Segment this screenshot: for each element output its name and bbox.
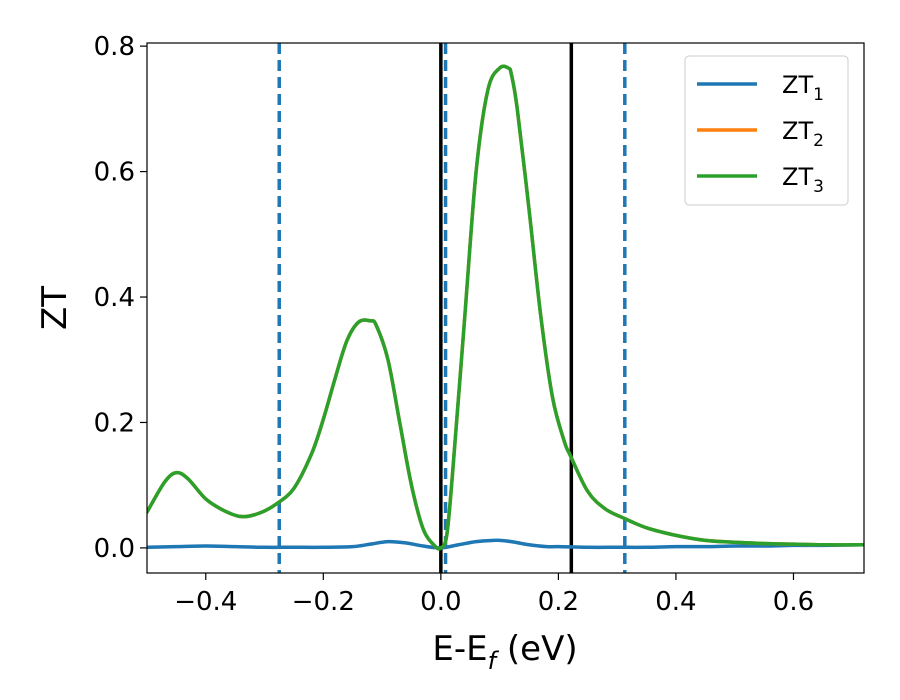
series-line-zt1 — [147, 538, 864, 550]
y-tick-label: 0.0 — [94, 534, 135, 564]
y-tick-label: 0.8 — [94, 32, 135, 62]
reference-lines — [277, 43, 627, 573]
x-axis-title-tail: (eV) — [496, 629, 578, 669]
legend-box — [684, 55, 849, 206]
series-line-zt3 — [147, 64, 864, 551]
x-tick-label: 0.2 — [538, 587, 579, 617]
series-lines — [147, 64, 864, 551]
plot-frame — [146, 42, 865, 574]
legend-label-zt1: ZT1 — [782, 71, 824, 105]
legend-label-sub: 3 — [813, 177, 824, 197]
axis-ticks: −0.4 −0.2 0.0 0.2 0.4 0.6 0.0 0.2 0.4 0.6 0.8 — [94, 32, 815, 617]
x-tick-label: −0.2 — [292, 587, 355, 617]
y-axis-title: ZT — [35, 286, 75, 330]
y-tick-label: 0.4 — [94, 283, 135, 313]
x-tick-label: 0.6 — [773, 587, 814, 617]
x-tick-label: 0.0 — [420, 587, 461, 617]
x-axis-title-main: E-E — [432, 629, 487, 669]
legend-label-zt3: ZT3 — [782, 163, 824, 197]
legend-label-main: ZT — [782, 117, 813, 145]
legend-label-main: ZT — [782, 163, 813, 191]
y-tick-label: 0.6 — [94, 158, 135, 188]
x-tick-label: 0.4 — [655, 587, 696, 617]
x-tick-label: −0.4 — [174, 587, 237, 617]
legend-label-sub: 2 — [813, 131, 824, 151]
legend-label-sub: 1 — [813, 85, 824, 105]
x-axis-title: E-Ef (eV) — [432, 629, 577, 675]
legend-label-main: ZT — [782, 71, 813, 99]
y-tick-label: 0.2 — [94, 408, 135, 438]
legend-label-zt2: ZT2 — [782, 117, 824, 151]
